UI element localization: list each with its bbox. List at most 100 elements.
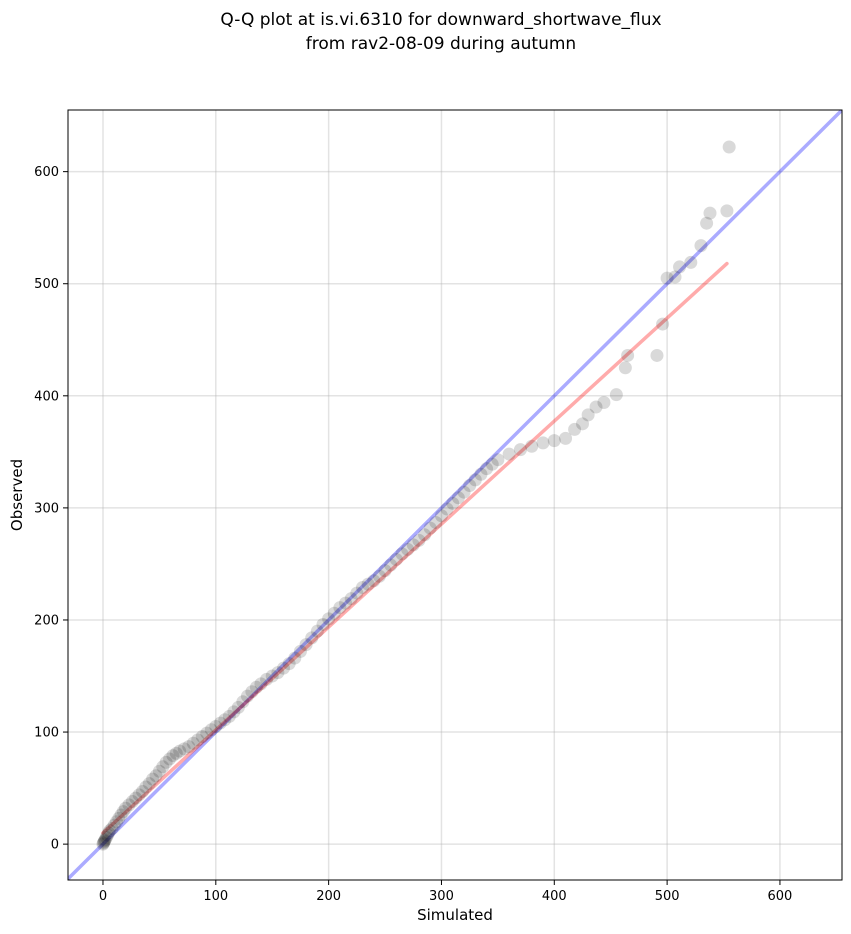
data-point <box>412 533 426 547</box>
data-point <box>457 485 471 499</box>
x-axis-label: Simulated <box>417 906 493 924</box>
data-point <box>105 821 119 835</box>
data-point <box>173 744 187 758</box>
data-point <box>720 204 734 218</box>
data-point <box>660 271 674 285</box>
data-point <box>98 833 112 847</box>
one-to-one-line <box>68 110 842 880</box>
data-point <box>367 574 381 588</box>
data-point <box>277 661 291 675</box>
data-point <box>305 631 319 645</box>
data-point <box>135 784 149 798</box>
data-point <box>159 755 173 769</box>
data-point <box>163 752 177 766</box>
data-point <box>361 577 375 591</box>
y-tick-label: 100 <box>34 726 59 741</box>
data-point <box>110 815 124 829</box>
data-point <box>355 580 369 594</box>
data-point <box>169 746 183 760</box>
data-point <box>316 617 330 631</box>
data-point <box>97 836 111 850</box>
data-point <box>474 467 488 481</box>
y-tick-label: 500 <box>34 277 59 292</box>
data-point <box>218 713 232 727</box>
data-point <box>156 760 170 774</box>
data-point <box>684 255 698 269</box>
data-point <box>146 772 160 786</box>
data-point <box>245 685 259 699</box>
data-point <box>200 726 214 740</box>
y-tick-label: 600 <box>34 165 59 180</box>
data-point <box>204 723 218 737</box>
data-point <box>597 396 611 410</box>
data-point <box>249 680 263 694</box>
data-point <box>322 612 336 626</box>
data-point <box>100 828 114 842</box>
x-tick-label: 100 <box>203 889 228 904</box>
data-point <box>694 239 708 253</box>
data-point <box>260 672 274 686</box>
data-point <box>282 657 296 671</box>
data-point <box>650 348 664 362</box>
data-point <box>119 801 133 815</box>
data-point <box>451 491 465 505</box>
data-point <box>116 805 130 819</box>
data-point <box>299 638 313 652</box>
data-point <box>177 742 191 756</box>
data-point <box>418 528 432 542</box>
data-point <box>395 547 409 561</box>
data-point <box>186 736 200 750</box>
data-point <box>122 798 136 812</box>
data-point <box>525 439 539 453</box>
data-point <box>103 824 117 838</box>
data-point <box>609 388 623 402</box>
data-point <box>703 206 717 220</box>
x-axis-ticks: 0 100 200 300 400 500 600 <box>99 880 792 904</box>
data-point <box>485 457 499 471</box>
data-point <box>668 270 682 284</box>
data-point <box>700 216 714 230</box>
y-tick-label: 400 <box>34 389 59 404</box>
data-point <box>440 502 454 516</box>
data-point <box>98 834 112 848</box>
data-point <box>152 764 166 778</box>
data-point <box>589 400 603 414</box>
data-point <box>559 431 573 445</box>
data-point <box>333 601 347 615</box>
data-point <box>547 434 561 448</box>
data-point <box>513 443 527 457</box>
grid-lines <box>68 110 842 880</box>
data-point <box>434 509 448 523</box>
data-point <box>240 689 254 703</box>
y-tick-label: 300 <box>34 501 59 516</box>
data-point <box>265 669 279 683</box>
data-point <box>621 348 635 362</box>
data-point <box>327 606 341 620</box>
data-point <box>191 733 205 747</box>
data-point <box>231 700 245 714</box>
data-point <box>446 496 460 510</box>
data-point <box>401 542 415 556</box>
y-tick-label: 0 <box>51 838 59 853</box>
data-point <box>618 361 632 375</box>
data-point <box>423 521 437 535</box>
data-point <box>99 830 113 844</box>
data-point <box>125 795 139 809</box>
data-point <box>536 436 550 450</box>
data-point <box>97 835 111 849</box>
chart-title-line1: Q-Q plot at is.vi.6310 for downward_shor… <box>220 10 661 30</box>
x-tick-label: 500 <box>655 889 680 904</box>
data-point <box>491 453 505 467</box>
data-point <box>389 552 403 566</box>
data-point <box>102 826 116 840</box>
data-point <box>344 592 358 606</box>
data-point <box>195 730 209 744</box>
data-point <box>656 317 670 331</box>
data-point <box>129 791 143 805</box>
scatter-points <box>96 140 736 851</box>
data-point <box>502 447 516 461</box>
data-point <box>149 769 163 783</box>
data-point <box>222 709 236 723</box>
data-point <box>114 808 128 822</box>
